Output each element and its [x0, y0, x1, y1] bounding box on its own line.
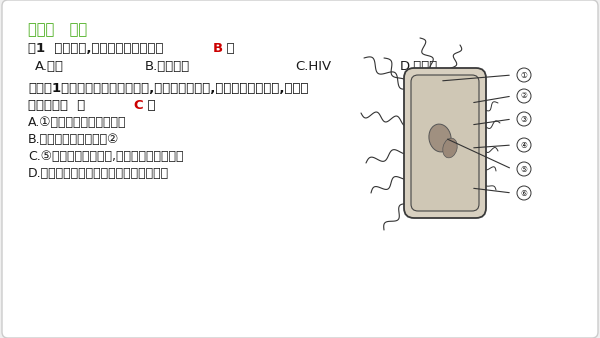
Circle shape [517, 112, 531, 126]
Text: C.HIV: C.HIV [295, 60, 331, 73]
Ellipse shape [443, 138, 457, 158]
Text: D.大肠杆菌通过产生芽孢的方式繁殖后代: D.大肠杆菌通过产生芽孢的方式繁殖后代 [28, 167, 169, 180]
Text: ④: ④ [521, 141, 527, 149]
Circle shape [517, 68, 531, 82]
Text: A.①是大肠杆菌的运动器官: A.①是大肠杆菌的运动器官 [28, 116, 127, 129]
Text: 述正确的是  （: 述正确的是 （ [28, 99, 90, 112]
Text: A.木耳: A.木耳 [35, 60, 64, 73]
Text: 例1  以下生物,哪一项是原核生物（: 例1 以下生物,哪一项是原核生物（ [28, 42, 168, 55]
Text: B.所有的细菌都有结构②: B.所有的细菌都有结构② [28, 133, 119, 146]
Text: 【变式1】下图是大肠杆菌示意图,分析其细胞结构,联系所学知识判断,下列描: 【变式1】下图是大肠杆菌示意图,分析其细胞结构,联系所学知识判断,下列描 [28, 82, 308, 95]
FancyBboxPatch shape [404, 68, 486, 218]
Text: ）: ） [222, 42, 235, 55]
Text: B.大肠杆菌: B.大肠杆菌 [145, 60, 190, 73]
Text: ⑤: ⑤ [521, 165, 527, 173]
Circle shape [517, 89, 531, 103]
Text: D.草履虫: D.草履虫 [400, 60, 438, 73]
Circle shape [517, 138, 531, 152]
Circle shape [517, 186, 531, 200]
Text: ③: ③ [521, 115, 527, 123]
Text: C.⑤不是真正的细胞核,但其内部有遗传物质: C.⑤不是真正的细胞核,但其内部有遗传物质 [28, 150, 184, 163]
FancyBboxPatch shape [411, 75, 479, 211]
Text: B: B [213, 42, 223, 55]
Text: C: C [133, 99, 143, 112]
Circle shape [517, 162, 531, 176]
Ellipse shape [429, 124, 451, 152]
Text: ⑥: ⑥ [521, 189, 527, 197]
Text: ①: ① [521, 71, 527, 79]
Text: 探究一   细菌: 探究一 细菌 [28, 22, 87, 37]
Text: ②: ② [521, 92, 527, 100]
Text: ）: ） [143, 99, 155, 112]
